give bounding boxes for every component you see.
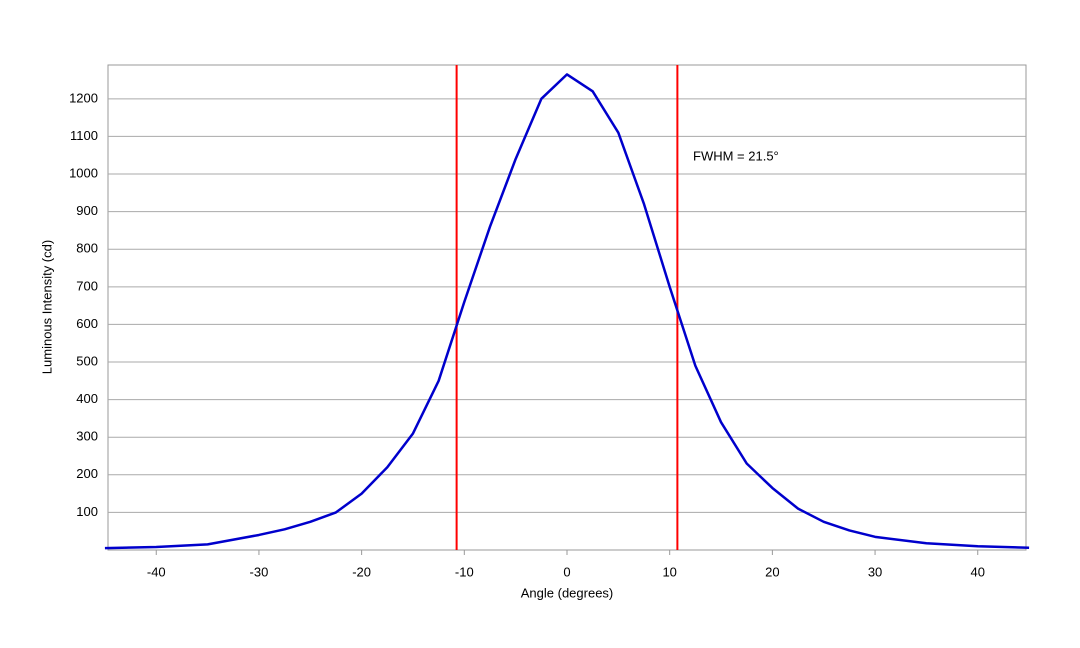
x-tick-label: -20 bbox=[352, 564, 371, 579]
x-tick-label: -10 bbox=[455, 564, 474, 579]
annotation: FWHM = 21.5° bbox=[693, 148, 779, 163]
x-tick-label: -30 bbox=[250, 564, 269, 579]
y-axis-label: Luminous Intensity (cd) bbox=[39, 240, 54, 374]
y-tick-label: 200 bbox=[76, 466, 98, 481]
y-tick-label: 900 bbox=[76, 203, 98, 218]
y-tick-label: 1100 bbox=[70, 128, 98, 143]
curve bbox=[104, 73, 1030, 550]
y-tick-label: 1200 bbox=[69, 90, 98, 105]
y-tick-label: 1000 bbox=[69, 165, 98, 180]
x-tick-label: 10 bbox=[662, 564, 676, 579]
plot-area bbox=[107, 64, 1027, 551]
y-tick-label: 100 bbox=[76, 504, 98, 519]
y-tick-label: 700 bbox=[76, 278, 98, 293]
y-tick-label: 400 bbox=[76, 391, 98, 406]
y-tick-label: 500 bbox=[76, 353, 98, 368]
x-tick-label: 0 bbox=[563, 564, 570, 579]
x-tick-label: 30 bbox=[868, 564, 882, 579]
y-tick-label: 800 bbox=[76, 241, 98, 256]
x-axis-label: Angle (degrees) bbox=[521, 585, 614, 600]
y-tick-label: 600 bbox=[76, 316, 98, 331]
x-tick-label: 40 bbox=[971, 564, 985, 579]
x-tick-label: 20 bbox=[765, 564, 779, 579]
y-tick-label: 300 bbox=[76, 429, 98, 444]
x-tick-label: -40 bbox=[147, 564, 166, 579]
